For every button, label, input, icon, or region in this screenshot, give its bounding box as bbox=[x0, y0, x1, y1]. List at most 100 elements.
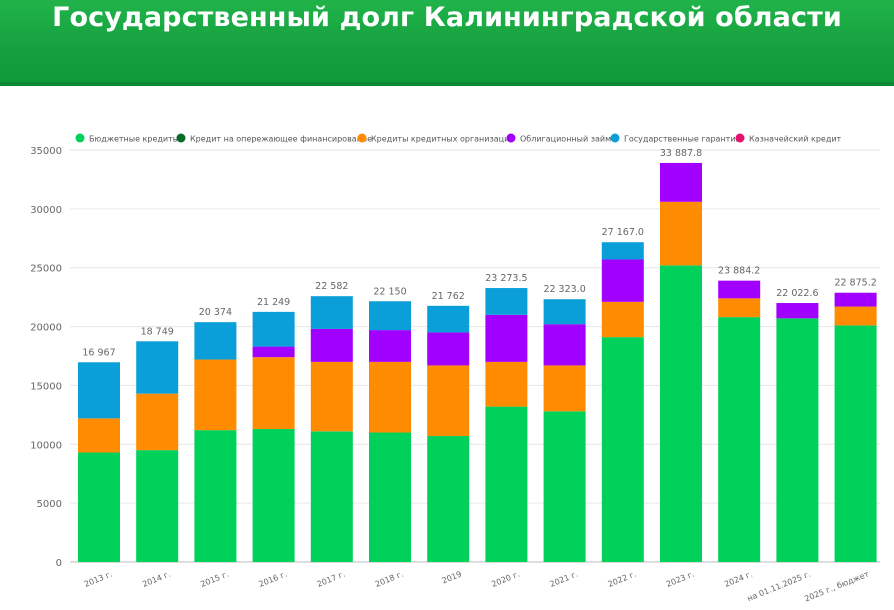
legend-marker bbox=[610, 133, 620, 143]
bar-segment bbox=[660, 162, 702, 202]
bar-segment bbox=[78, 362, 120, 419]
bar-segment bbox=[194, 322, 237, 360]
bar-segment bbox=[485, 361, 528, 407]
y-tick-label: 5000 bbox=[37, 499, 62, 510]
bar-segment bbox=[136, 450, 179, 562]
total-label: 18 749 bbox=[141, 326, 174, 337]
debt-chart: 0 5000 10000 15000 20000 25000 30000 35000 Бюдже… bbox=[30, 133, 880, 604]
bar-segment bbox=[776, 318, 819, 562]
legend-label: Облигационный займ bbox=[520, 135, 611, 144]
y-tick-label: 0 bbox=[56, 558, 62, 569]
y-tick-label: 15000 bbox=[30, 381, 62, 392]
bar-segment bbox=[369, 361, 411, 433]
legend-marker bbox=[506, 133, 516, 143]
total-label: 23 884.2 bbox=[718, 266, 760, 277]
total-label: 22 022.6 bbox=[776, 288, 818, 299]
total-label: 21 249 bbox=[257, 297, 290, 308]
bar-segment bbox=[718, 298, 761, 318]
total-label: 20 374 bbox=[199, 307, 232, 318]
total-label: 33 887.8 bbox=[660, 148, 702, 159]
total-label: 22 582 bbox=[315, 281, 348, 292]
bar-segment bbox=[776, 303, 819, 319]
total-label: 16 967 bbox=[82, 347, 115, 358]
bar-segment bbox=[834, 292, 877, 307]
page-title: Государственный долг Калининградской обл… bbox=[52, 2, 842, 33]
bar-segment bbox=[310, 296, 353, 329]
x-tick-label: 2016 г. bbox=[257, 570, 288, 589]
bar-segment bbox=[543, 299, 586, 325]
x-tick-label: 2025 г., бюджет bbox=[803, 569, 870, 603]
bar-segment bbox=[427, 436, 470, 562]
y-tick-label: 25000 bbox=[30, 264, 62, 275]
y-tick-label: 30000 bbox=[30, 205, 62, 216]
bar-segment bbox=[718, 317, 761, 562]
bar-segment bbox=[78, 418, 120, 453]
bar-segment bbox=[252, 357, 295, 429]
bar-segment bbox=[427, 305, 470, 333]
legend-label: Государственные гарантии bbox=[624, 135, 741, 144]
bar-segment bbox=[660, 265, 702, 562]
total-label: 22 323.0 bbox=[543, 284, 585, 295]
total-label: 22 875.2 bbox=[834, 278, 876, 289]
bar-segment bbox=[660, 201, 702, 266]
x-tick-label: 2023 г. bbox=[665, 570, 696, 589]
bar-segment bbox=[369, 301, 411, 331]
bar-segment bbox=[310, 328, 353, 362]
bar-segment bbox=[252, 428, 295, 562]
legend-label: Казначейский кредит bbox=[749, 135, 842, 144]
x-tick-label: 2024 г. bbox=[723, 570, 754, 589]
total-label: 21 762 bbox=[432, 291, 465, 302]
header-banner: Государственный долг Калининградской обл… bbox=[0, 0, 894, 86]
bar-segment bbox=[485, 406, 528, 562]
x-tick-label: 2022 г. bbox=[607, 570, 638, 589]
x-tick-label: 2014 г. bbox=[141, 570, 172, 589]
bar-segment bbox=[718, 280, 761, 299]
bar-segment bbox=[78, 452, 120, 562]
bar-segment bbox=[601, 337, 644, 562]
bar-segment bbox=[310, 361, 353, 432]
bar-segment bbox=[194, 430, 237, 562]
bar-segment bbox=[252, 311, 295, 347]
bar-segment bbox=[543, 365, 586, 412]
x-tick-label: 2015 г. bbox=[199, 570, 230, 589]
bar-segment bbox=[834, 325, 877, 562]
bar-segment bbox=[601, 242, 644, 260]
y-tick-label: 35000 bbox=[30, 146, 62, 157]
x-tick-label: на 01.11.2025 г. bbox=[746, 570, 812, 604]
bar-segment bbox=[369, 432, 411, 562]
legend-marker bbox=[75, 133, 85, 143]
legend-marker bbox=[357, 133, 367, 143]
y-tick-label: 20000 bbox=[30, 323, 62, 334]
bar-segment bbox=[310, 431, 353, 562]
y-tick-label: 10000 bbox=[30, 440, 62, 451]
total-label: 23 273.5 bbox=[485, 273, 527, 284]
x-tick-label: 2018 г. bbox=[374, 570, 405, 589]
x-tick-label: 2017 г. bbox=[316, 570, 347, 589]
header-shadow bbox=[0, 82, 894, 86]
bar-segment bbox=[601, 259, 644, 302]
bar-segment bbox=[543, 324, 586, 366]
bar-segment bbox=[601, 301, 644, 338]
bar-segment bbox=[485, 314, 528, 362]
bar-segment bbox=[136, 341, 179, 394]
bar-segment bbox=[485, 288, 528, 315]
total-label: 22 150 bbox=[373, 286, 406, 297]
x-tick-label: 2019 bbox=[441, 570, 463, 586]
bar-segment bbox=[543, 411, 586, 562]
bar-segment bbox=[427, 332, 470, 366]
bar-segment bbox=[136, 393, 179, 451]
x-tick-label: 2013 г. bbox=[83, 570, 114, 589]
bar-segment bbox=[369, 330, 411, 362]
legend-label: Кредиты кредитных организаций bbox=[371, 135, 514, 144]
x-tick-label: 2021 г. bbox=[548, 570, 579, 589]
bar-segment bbox=[427, 365, 470, 437]
bar-segment bbox=[834, 306, 877, 326]
total-label: 27 167.0 bbox=[602, 227, 644, 238]
legend-label: Кредит на опережающее финансирование bbox=[190, 135, 372, 144]
legend-label: Бюджетные кредиты bbox=[89, 135, 179, 144]
bar-segment bbox=[252, 346, 295, 358]
legend-marker bbox=[176, 133, 186, 143]
bar-segment bbox=[194, 359, 237, 431]
x-tick-label: 2020 г. bbox=[490, 570, 521, 589]
legend-marker bbox=[735, 133, 745, 143]
